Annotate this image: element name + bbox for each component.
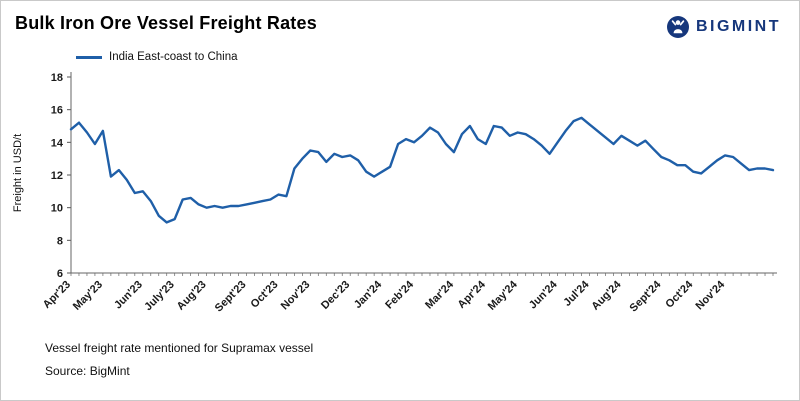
- y-axis-title: Freight in USD/t: [12, 133, 24, 213]
- svg-text:Nov'24: Nov'24: [694, 278, 728, 312]
- svg-text:May'23: May'23: [71, 279, 105, 313]
- svg-text:Mar'24: Mar'24: [423, 278, 456, 311]
- chart-legend: India East-coast to China: [76, 51, 799, 63]
- svg-text:16: 16: [51, 105, 63, 117]
- chart-area: Freight in USD/t 6 8 10 12 14 16 18 Apr'23 May'2…: [12, 67, 785, 339]
- legend-line-swatch: [76, 55, 102, 59]
- svg-text:10: 10: [51, 203, 63, 215]
- svg-text:Apr'23: Apr'23: [41, 279, 73, 311]
- brand-name: BIGMINT: [695, 18, 781, 35]
- svg-text:Aug'23: Aug'23: [175, 279, 209, 313]
- svg-text:Jan'24: Jan'24: [352, 278, 385, 311]
- legend-label: India East-coast to China: [109, 51, 238, 63]
- svg-text:Feb'24: Feb'24: [383, 278, 416, 311]
- svg-text:12: 12: [51, 170, 63, 182]
- vessel-note: Vessel freight rate mentioned for Supram…: [45, 341, 314, 355]
- header: Bulk Iron Ore Vessel Freight Rates BIGMI…: [1, 1, 799, 39]
- svg-text:Jul'24: Jul'24: [561, 278, 592, 309]
- svg-text:18: 18: [51, 72, 63, 84]
- bigmint-icon: [666, 15, 690, 39]
- brand-logo: BIGMINT: [666, 15, 781, 39]
- svg-text:Jun'24: Jun'24: [527, 278, 560, 311]
- svg-text:8: 8: [57, 235, 63, 247]
- svg-text:Apr'24: Apr'24: [456, 278, 489, 311]
- svg-text:Sept'24: Sept'24: [628, 278, 664, 314]
- svg-text:July'23: July'23: [142, 279, 177, 314]
- svg-text:May'24: May'24: [486, 278, 521, 313]
- page-title: Bulk Iron Ore Vessel Freight Rates: [15, 13, 317, 33]
- svg-text:Aug'24: Aug'24: [589, 278, 624, 313]
- svg-text:Dec'23: Dec'23: [319, 279, 352, 312]
- svg-text:6: 6: [57, 268, 63, 280]
- svg-text:Sept'23: Sept'23: [213, 279, 249, 315]
- source-note: Source: BigMint: [45, 364, 130, 378]
- svg-text:14: 14: [51, 137, 64, 149]
- svg-text:Jun'23: Jun'23: [112, 279, 145, 312]
- svg-text:Oct'24: Oct'24: [663, 278, 696, 311]
- svg-text:Nov'23: Nov'23: [279, 279, 313, 313]
- footnotes: Vessel freight rate mentioned for Supram…: [45, 341, 799, 378]
- svg-text:Oct'23: Oct'23: [249, 279, 281, 311]
